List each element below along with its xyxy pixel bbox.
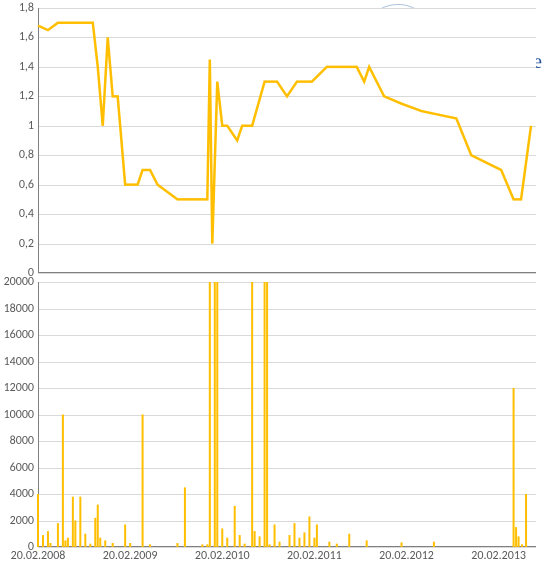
y-axis-label: 10000 bbox=[4, 408, 38, 422]
volume-chart: 0200040006000800010000120001400016000180… bbox=[38, 282, 536, 547]
y-axis-label: 1,2 bbox=[19, 89, 38, 103]
x-axis-label: 20.02.2013 bbox=[471, 547, 526, 563]
y-axis-label: 1,6 bbox=[19, 30, 38, 44]
y-axis-label: 6000 bbox=[10, 461, 38, 475]
y-axis-label: 1 bbox=[28, 119, 38, 133]
y-axis-label: 16000 bbox=[4, 328, 38, 342]
volume-bars bbox=[38, 282, 536, 547]
y-axis-label: 0,8 bbox=[19, 148, 38, 162]
y-axis-label: 0,4 bbox=[19, 207, 38, 221]
x-axis-label: 20.02.2012 bbox=[379, 547, 434, 563]
y-axis-label: 0,6 bbox=[19, 178, 38, 192]
y-axis-label: 1,8 bbox=[19, 1, 38, 15]
y-axis-label: 14000 bbox=[4, 355, 38, 369]
y-axis-label: 1,4 bbox=[19, 60, 38, 74]
price-line bbox=[38, 8, 536, 273]
x-axis-label: 20.02.2011 bbox=[287, 547, 342, 563]
x-axis-label: 20.02.2008 bbox=[11, 547, 66, 563]
price-chart: 00,20,40,60,811,21,41,61,8 bbox=[38, 8, 536, 273]
y-axis-label: 20000 bbox=[4, 275, 38, 289]
y-axis-label: 12000 bbox=[4, 381, 38, 395]
y-axis-label: 4000 bbox=[10, 487, 38, 501]
y-axis-label: 0,2 bbox=[19, 237, 38, 251]
y-axis-label: 2000 bbox=[10, 514, 38, 528]
x-axis-label: 20.02.2010 bbox=[195, 547, 250, 563]
y-axis-label: 8000 bbox=[10, 434, 38, 448]
grid-line bbox=[38, 273, 536, 274]
x-axis-label: 20.02.2009 bbox=[103, 547, 158, 563]
y-axis-label: 18000 bbox=[4, 302, 38, 316]
